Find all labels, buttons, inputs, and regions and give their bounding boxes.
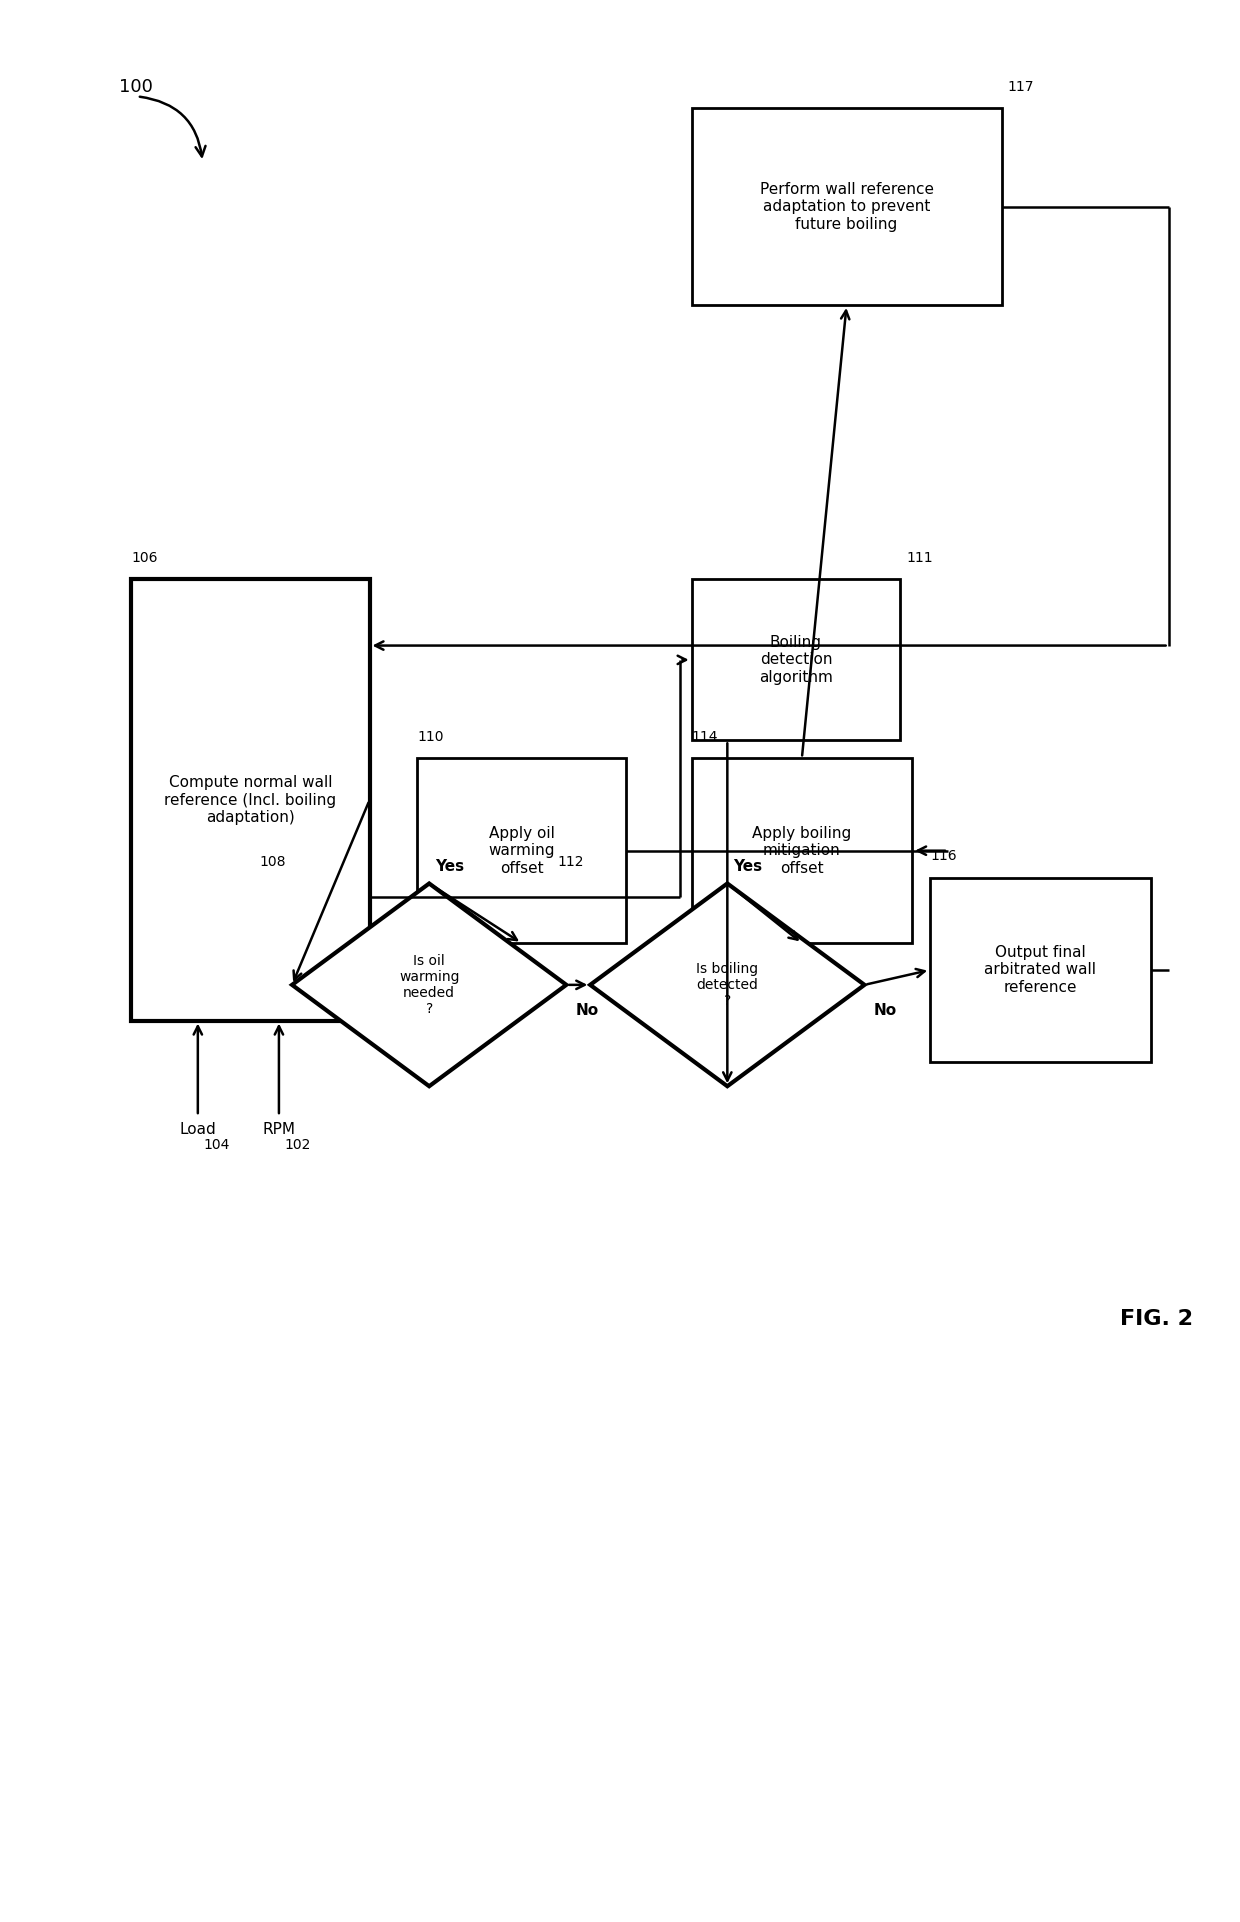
Text: Compute normal wall
reference (Incl. boiling
adaptation): Compute normal wall reference (Incl. boi… bbox=[164, 775, 336, 825]
Text: 111: 111 bbox=[906, 552, 932, 565]
Text: 114: 114 bbox=[692, 730, 718, 744]
Text: FIG. 2: FIG. 2 bbox=[1120, 1309, 1193, 1328]
Text: 100: 100 bbox=[119, 79, 153, 96]
Text: Apply boiling
mitigation
offset: Apply boiling mitigation offset bbox=[753, 826, 852, 876]
Bar bbox=[418, 759, 626, 944]
Text: 116: 116 bbox=[930, 850, 957, 863]
Bar bbox=[692, 579, 900, 740]
Text: RPM: RPM bbox=[263, 1122, 295, 1138]
Bar bbox=[692, 759, 913, 944]
Text: Yes: Yes bbox=[435, 859, 464, 875]
Text: Is boiling
detected
?: Is boiling detected ? bbox=[697, 961, 759, 1007]
Text: 108: 108 bbox=[259, 855, 286, 869]
Text: 102: 102 bbox=[285, 1138, 311, 1151]
Text: Apply oil
warming
offset: Apply oil warming offset bbox=[489, 826, 554, 876]
Text: 104: 104 bbox=[203, 1138, 231, 1151]
Text: Load: Load bbox=[180, 1122, 216, 1138]
Polygon shape bbox=[293, 884, 567, 1086]
Text: No: No bbox=[874, 1003, 898, 1019]
Text: 110: 110 bbox=[418, 730, 444, 744]
Text: 106: 106 bbox=[131, 552, 157, 565]
Text: Perform wall reference
adaptation to prevent
future boiling: Perform wall reference adaptation to pre… bbox=[760, 183, 934, 231]
Text: Boiling
detection
algorithm: Boiling detection algorithm bbox=[759, 634, 833, 684]
Bar bbox=[692, 108, 1002, 306]
Text: 112: 112 bbox=[558, 855, 584, 869]
Text: No: No bbox=[575, 1003, 599, 1019]
Bar bbox=[930, 878, 1151, 1063]
Text: Yes: Yes bbox=[733, 859, 763, 875]
Text: Is oil
warming
needed
?: Is oil warming needed ? bbox=[399, 953, 460, 1017]
Bar bbox=[131, 579, 370, 1021]
Text: Output final
arbitrated wall
reference: Output final arbitrated wall reference bbox=[985, 946, 1096, 996]
Polygon shape bbox=[590, 884, 864, 1086]
Text: 117: 117 bbox=[1008, 81, 1034, 94]
